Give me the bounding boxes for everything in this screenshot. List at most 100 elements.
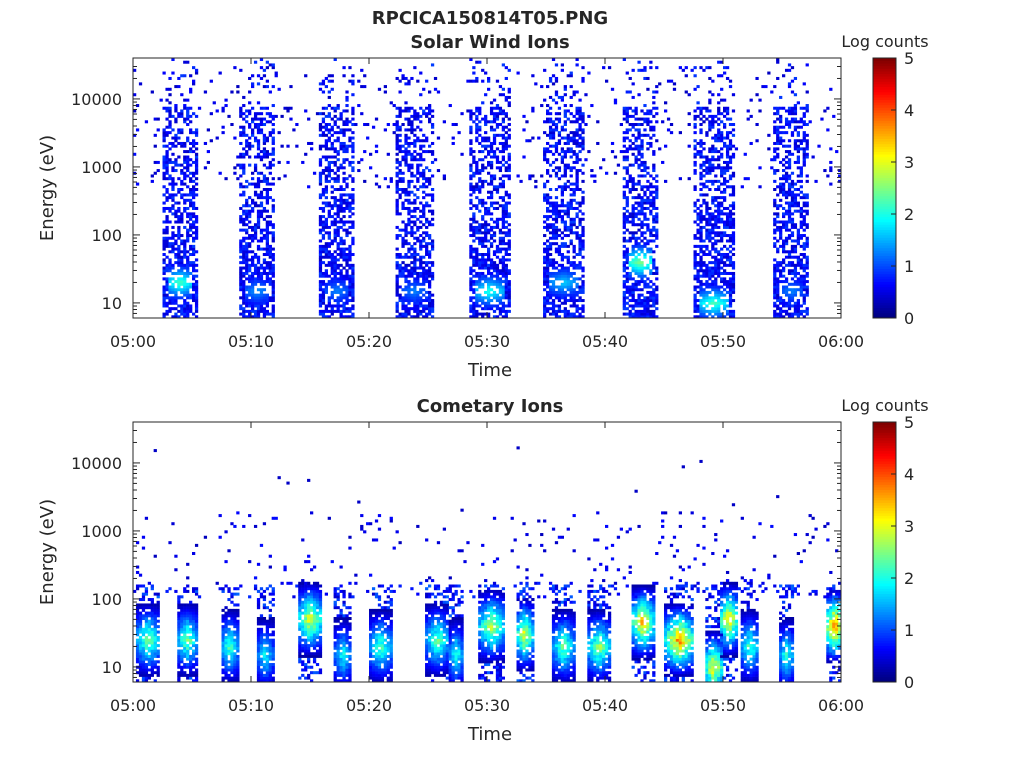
heatmap-cell (640, 185, 644, 189)
heatmap-cell (395, 182, 399, 186)
heatmap-cell (643, 309, 647, 313)
heatmap-cell (374, 117, 379, 121)
heatmap-cell (333, 266, 337, 270)
heatmap-cell (416, 125, 420, 129)
heatmap-cell (487, 247, 491, 251)
heatmap-cell (413, 315, 417, 319)
heatmap-cell (717, 225, 721, 229)
heatmap-cell (407, 263, 411, 267)
heatmap-cell (628, 179, 632, 183)
heatmap-cell (333, 236, 337, 240)
heatmap-cell (631, 285, 635, 289)
heatmap-cell (546, 112, 550, 116)
heatmap-cell (631, 123, 635, 127)
heatmap-cell (637, 269, 641, 273)
heatmap-cell (481, 263, 485, 267)
heatmap-cell (622, 112, 626, 116)
heatmap-cell (625, 198, 629, 202)
heatmap-cell (705, 193, 709, 197)
heatmap-cell (655, 215, 659, 219)
heatmap-cell (339, 217, 343, 221)
heatmap-cell (569, 299, 573, 303)
heatmap-cell (551, 258, 556, 262)
heatmap-cell (410, 225, 414, 229)
heatmap-cell (186, 169, 190, 173)
heatmap-cell (265, 106, 269, 110)
heatmap-cell (587, 114, 591, 118)
heatmap-cell (239, 174, 243, 178)
heatmap-cell (422, 139, 426, 143)
heatmap-cell (551, 128, 556, 132)
heatmap-cell (560, 136, 564, 140)
heatmap-cell (194, 131, 199, 135)
heatmap-cell (478, 120, 482, 124)
heatmap-cell (717, 60, 721, 64)
heatmap-cell (321, 274, 326, 278)
heatmap-cell (731, 223, 736, 227)
heatmap-cell (631, 244, 635, 248)
heatmap-cell (643, 307, 647, 311)
heatmap-cell (519, 179, 523, 183)
heatmap-cell (484, 304, 488, 308)
heatmap-cell (242, 217, 246, 221)
heatmap-cell (336, 206, 340, 210)
heatmap-cell (546, 225, 550, 229)
heatmap-cell (454, 123, 458, 127)
heatmap-cell (472, 301, 476, 305)
heatmap-cell (351, 288, 355, 292)
heatmap-cell (404, 266, 408, 270)
heatmap-cell (259, 228, 264, 232)
heatmap-cell (501, 112, 505, 116)
heatmap-cell (271, 63, 275, 67)
heatmap-cell (572, 271, 576, 275)
heatmap-cell (578, 204, 582, 208)
heatmap-cell (655, 296, 659, 300)
heatmap-cell (256, 307, 261, 311)
heatmap-cell (702, 174, 706, 178)
heatmap-cell (472, 225, 476, 229)
heatmap-cell (546, 301, 550, 305)
heatmap-cell (504, 220, 508, 224)
heatmap-cell (646, 285, 650, 289)
heatmap-cell (416, 79, 420, 83)
heatmap-cell (557, 304, 562, 308)
heatmap-cell (398, 234, 402, 238)
heatmap-cell (227, 114, 231, 118)
heatmap-cell (622, 206, 626, 210)
heatmap-cell (581, 244, 585, 248)
heatmap-cell (283, 174, 287, 178)
heatmap-cell (330, 177, 334, 181)
heatmap-cell (504, 234, 508, 238)
heatmap-cell (404, 136, 408, 140)
heatmap-cell (489, 160, 494, 164)
heatmap-cell (507, 117, 511, 121)
heatmap-cell (401, 296, 405, 300)
heatmap-cell (776, 293, 780, 297)
heatmap-cell (262, 288, 267, 292)
heatmap-cell (194, 315, 199, 319)
heatmap-cell (478, 179, 482, 183)
heatmap-cell (723, 277, 727, 281)
heatmap-cell (180, 169, 184, 173)
heatmap-cell (333, 274, 337, 278)
heatmap-cell (165, 269, 169, 273)
heatmap-cell (481, 307, 485, 311)
heatmap-cell (625, 158, 629, 162)
heatmap-cell (489, 228, 494, 232)
heatmap-cell (581, 247, 585, 251)
heatmap-cell (256, 74, 261, 78)
heatmap-cell (248, 312, 252, 316)
heatmap-cell (773, 217, 777, 221)
heatmap-cell (723, 280, 727, 284)
heatmap-cell (416, 206, 420, 210)
heatmap-cell (631, 253, 635, 257)
heatmap-cell (416, 196, 420, 200)
heatmap-cell (318, 280, 323, 284)
heatmap-cell (554, 141, 559, 145)
heatmap-cell (643, 120, 647, 124)
heatmap-cell (336, 301, 340, 305)
heatmap-cell (398, 255, 402, 259)
heatmap-cell (773, 223, 777, 227)
heatmap-cell (478, 282, 482, 286)
heatmap-cell (504, 266, 508, 270)
